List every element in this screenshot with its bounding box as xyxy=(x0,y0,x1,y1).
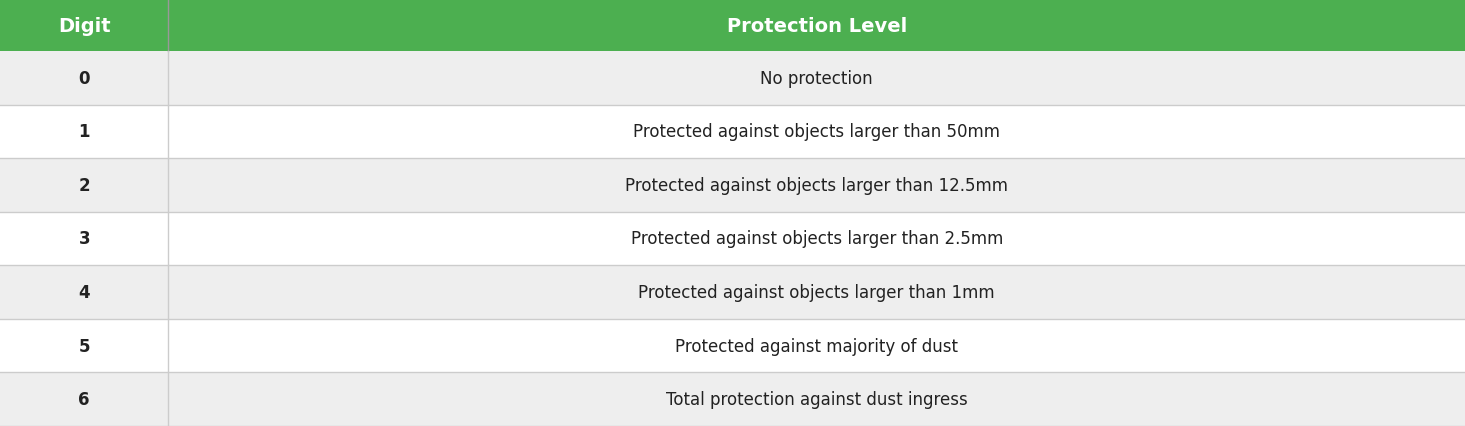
Text: Digit: Digit xyxy=(59,17,110,35)
Text: 5: 5 xyxy=(79,337,89,355)
Text: Protected against objects larger than 12.5mm: Protected against objects larger than 12… xyxy=(626,176,1008,195)
Bar xyxy=(0,373,168,426)
Bar xyxy=(168,0,1465,52)
Bar xyxy=(0,212,168,266)
Text: 0: 0 xyxy=(79,69,89,88)
Bar xyxy=(168,52,1465,105)
Text: Protection Level: Protection Level xyxy=(727,17,907,35)
Bar xyxy=(0,0,168,52)
Bar xyxy=(0,319,168,373)
Text: Protected against objects larger than 1mm: Protected against objects larger than 1m… xyxy=(639,283,995,301)
Text: Total protection against dust ingress: Total protection against dust ingress xyxy=(667,390,967,408)
Text: Protected against objects larger than 50mm: Protected against objects larger than 50… xyxy=(633,123,1001,141)
Bar xyxy=(0,52,168,105)
Bar xyxy=(0,266,168,319)
Bar xyxy=(168,319,1465,373)
Text: 4: 4 xyxy=(79,283,89,301)
Bar xyxy=(0,159,168,212)
Text: 1: 1 xyxy=(79,123,89,141)
Text: 2: 2 xyxy=(79,176,89,195)
Text: No protection: No protection xyxy=(760,69,873,88)
Bar xyxy=(168,266,1465,319)
Text: 3: 3 xyxy=(79,230,89,248)
Text: Protected against majority of dust: Protected against majority of dust xyxy=(675,337,958,355)
Text: 6: 6 xyxy=(79,390,89,408)
Bar xyxy=(168,159,1465,212)
Bar xyxy=(168,212,1465,266)
Bar xyxy=(168,105,1465,159)
Bar xyxy=(0,105,168,159)
Bar xyxy=(168,373,1465,426)
Text: Protected against objects larger than 2.5mm: Protected against objects larger than 2.… xyxy=(630,230,1004,248)
